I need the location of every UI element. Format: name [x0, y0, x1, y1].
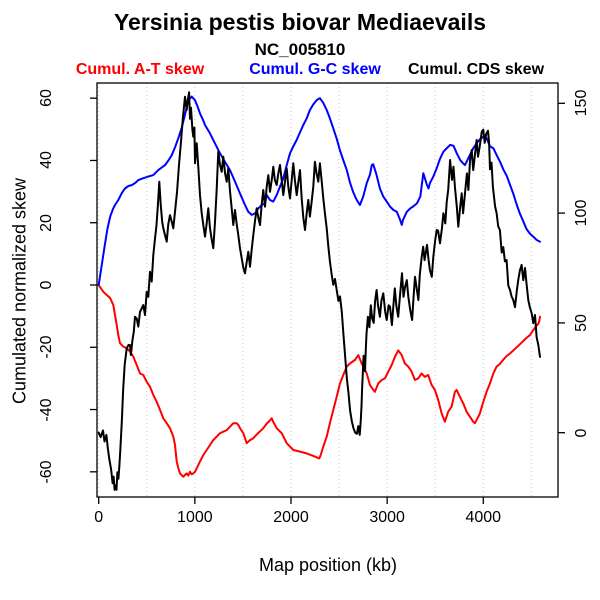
legend-gc-skew: Cumul. G-C skew: [249, 61, 381, 78]
legend-at-skew: Cumul. A-T skew: [75, 61, 205, 78]
y-left-tick-label--60: -60: [38, 460, 55, 484]
x-tick-label-0: 0: [94, 509, 104, 526]
y-left-tick-label-0: 0: [38, 280, 55, 290]
x-tick-label-4000: 4000: [465, 509, 502, 526]
y-left-tick-label--40: -40: [38, 397, 55, 422]
series-line-at-skew: [97, 284, 541, 478]
y-right-tick-label-150: 150: [573, 89, 590, 117]
y-right-tick-label-100: 100: [573, 199, 590, 227]
legend-cds-skew: Cumul. CDS skew: [407, 61, 545, 78]
x-tick-label-1000: 1000: [177, 509, 213, 526]
y-right-tick-label-0: 0: [573, 428, 590, 438]
x-axis-title: Map position (kb): [258, 555, 398, 575]
series-line-cds-skew: [97, 91, 541, 491]
x-tick-label-3000: 3000: [369, 509, 405, 526]
y-axis-title: Cumulated normalized skew: [9, 177, 30, 405]
y-left-tick-label-60: 60: [38, 89, 55, 108]
y-left-tick-label-40: 40: [38, 151, 55, 170]
y-right-tick-label-50: 50: [573, 313, 590, 332]
y-left-tick-label--20: -20: [38, 335, 55, 359]
y-left-tick-label-20: 20: [38, 213, 55, 232]
series-line-gc-skew: [97, 95, 541, 286]
chart-title: Yersinia pestis biovar Mediaevails: [113, 9, 487, 35]
x-tick-label-2000: 2000: [273, 509, 309, 526]
chart-subtitle-accession: NC_005810: [254, 40, 346, 59]
plot-box: [96, 82, 559, 498]
